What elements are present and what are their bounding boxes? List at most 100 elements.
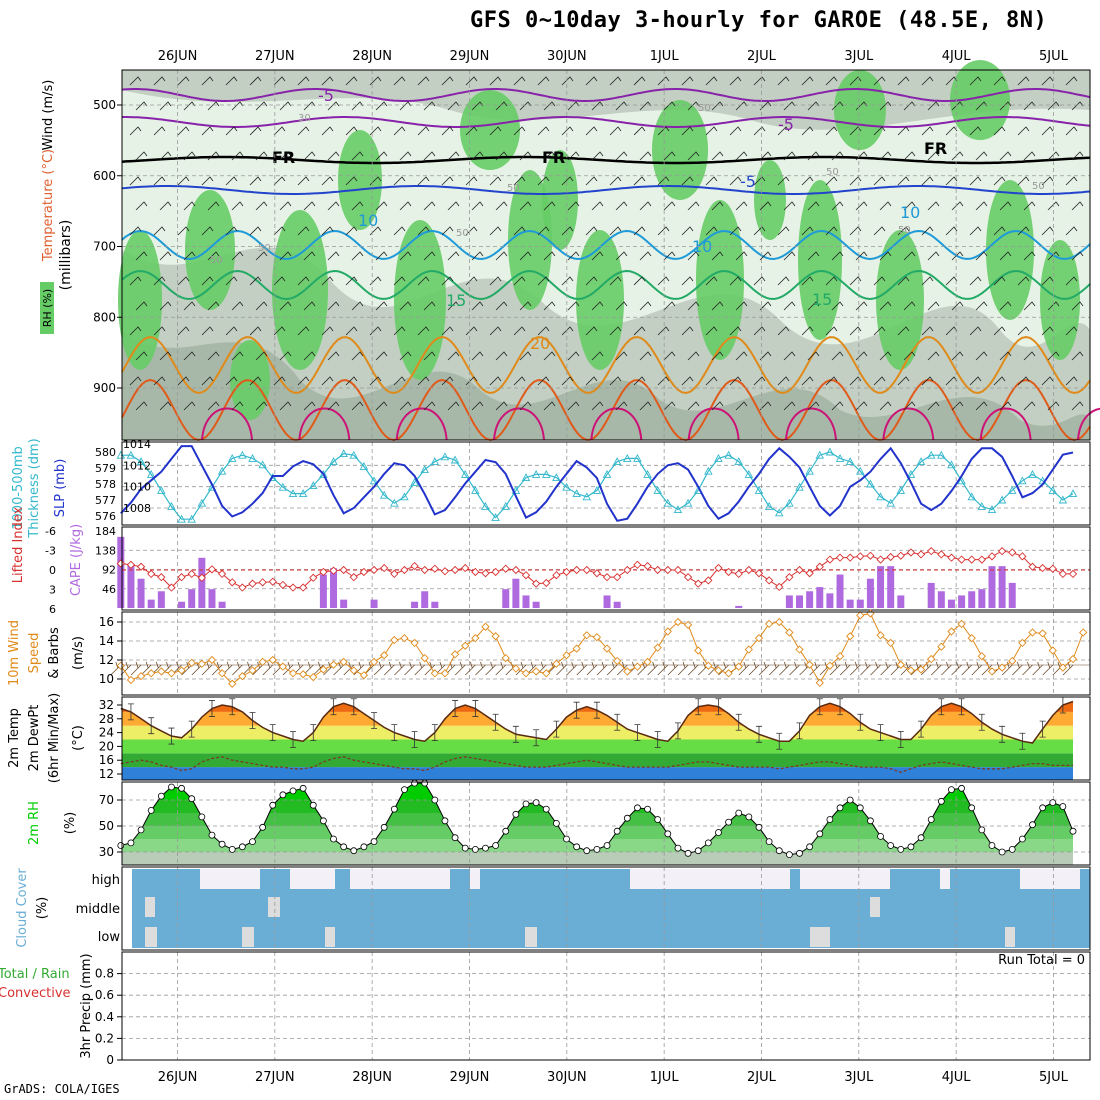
- wind-barb: [495, 201, 508, 211]
- wind-barb: [687, 301, 700, 311]
- wind-barb: [153, 126, 166, 136]
- wind-barb: [279, 151, 292, 161]
- wind-barb: [297, 376, 310, 386]
- wind-barb: [609, 126, 622, 136]
- wind-barb: [255, 351, 268, 361]
- wind-barb: [1071, 151, 1084, 161]
- contour-label: 20: [530, 334, 550, 353]
- wind-barb: [249, 376, 262, 386]
- rh-point: [593, 846, 601, 853]
- wind-speed-point: [450, 650, 460, 659]
- wind-speed-point: [795, 645, 804, 654]
- wind-barb: [873, 376, 886, 386]
- wind-barb: [423, 401, 436, 411]
- wind-barb: [327, 201, 340, 211]
- wind-barb: [231, 351, 244, 361]
- date-label: 27JUN: [255, 49, 295, 64]
- temp-contour-30: [590, 407, 643, 441]
- lifted-index-point: [268, 577, 277, 586]
- wind-speed-point: [521, 669, 531, 678]
- cape-bar: [157, 591, 165, 608]
- wind-barb: [1047, 151, 1060, 161]
- contour-label: 10: [692, 237, 712, 256]
- minmax-bar: [1039, 720, 1046, 738]
- tick-label: 14: [99, 634, 114, 648]
- wind-speed-point: [542, 669, 551, 678]
- date-label: 2JUL: [747, 49, 777, 64]
- wind-barb: [1023, 151, 1036, 161]
- wind-barb: [404, 661, 415, 676]
- rh-point: [644, 805, 651, 813]
- minmax-bar: [614, 713, 621, 731]
- wind-barb: [783, 151, 796, 161]
- lifted-index-point: [207, 565, 217, 574]
- 2m-temp-bands: [122, 701, 1074, 780]
- thickness-legend-label: 1000-500mb: [11, 446, 26, 530]
- wind-barb: [615, 201, 628, 211]
- lifted-index-point: [937, 550, 946, 559]
- wind-barb: [303, 201, 316, 211]
- wind-barb: [585, 176, 598, 186]
- wind-barb: [177, 226, 190, 236]
- wind-barb: [255, 151, 268, 161]
- wind-barbs-legend-label: & Barbs: [47, 627, 62, 679]
- contour-label: -5: [740, 172, 756, 191]
- wind-barb: [831, 151, 844, 161]
- wind-speed-point: [694, 646, 703, 655]
- wind-barb: [768, 661, 780, 676]
- lifted-index-point: [167, 583, 176, 592]
- wind-barb: [657, 276, 670, 286]
- wind-barb: [783, 351, 796, 361]
- lifted-index-point: [258, 578, 267, 587]
- wind-barb: [1012, 661, 1023, 676]
- wind-barb: [159, 151, 172, 161]
- wind-speed-point: [775, 617, 784, 627]
- wind-speed-point: [471, 634, 480, 643]
- minmax-bar: [654, 731, 661, 748]
- wind-barb: [423, 351, 436, 361]
- wind-barb: [513, 326, 526, 336]
- wind-barb: [543, 401, 556, 411]
- minmax-bar: [776, 732, 783, 750]
- cape-bar: [188, 589, 196, 608]
- rh-green-region: [1040, 240, 1080, 360]
- wind-barb: [297, 326, 310, 336]
- date-label: 28JUN: [352, 49, 392, 64]
- wind-speed-point: [714, 666, 723, 675]
- lifted-index-point: [947, 553, 956, 562]
- wind-speed-point: [440, 669, 450, 678]
- wind-barb: [585, 376, 598, 386]
- wind-speed-point: [1058, 663, 1068, 672]
- wind-barb: [1023, 251, 1036, 261]
- wind-speed-legend-label: Speed: [27, 633, 42, 674]
- rh-point: [188, 795, 196, 803]
- thickness-point: [683, 498, 693, 507]
- minmax-bar: [735, 713, 742, 731]
- lifted-index-point: [805, 569, 814, 578]
- wind-barb: [1041, 276, 1054, 286]
- rh-point: [1059, 803, 1067, 810]
- wind-barb: [615, 401, 628, 411]
- minmax-bar: [634, 724, 641, 741]
- wind-barb: [1032, 661, 1043, 676]
- rh-point: [411, 779, 418, 787]
- low-cloud-gap: [145, 927, 157, 947]
- wind-barb: [576, 661, 588, 676]
- wind-barb: [1041, 326, 1054, 336]
- wind-barb: [831, 401, 844, 411]
- precip-frame: [121, 951, 1091, 1061]
- wind-barb: [993, 326, 1006, 336]
- rh-green-region: [652, 100, 708, 200]
- rh-point: [968, 804, 976, 812]
- wind-barb: [1023, 201, 1036, 211]
- wind-barb: [489, 126, 502, 136]
- wind-speed-point: [278, 662, 288, 671]
- wind-barb: [1017, 76, 1030, 86]
- thickness-point: [329, 457, 338, 466]
- wind-barb: [927, 351, 940, 361]
- wind-barb: [303, 401, 316, 411]
- thickness-point: [390, 498, 399, 507]
- wind-barb: [801, 376, 814, 386]
- rh-point: [664, 830, 672, 838]
- wind-barb: [135, 401, 148, 411]
